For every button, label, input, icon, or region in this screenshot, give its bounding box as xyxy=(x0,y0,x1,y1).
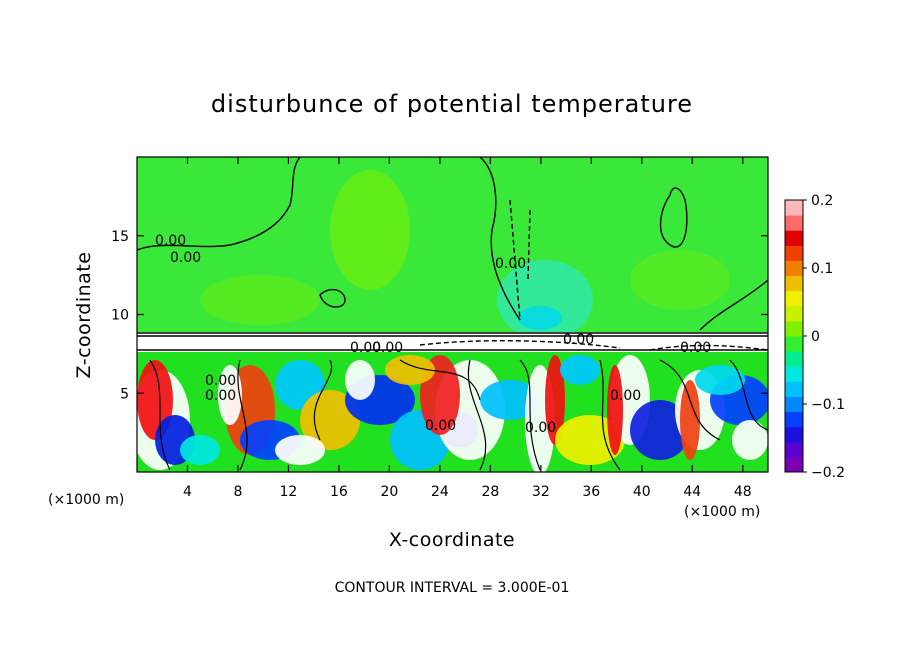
y-axis-label: Z-coordinate xyxy=(73,252,95,379)
contour-label: 0.00 xyxy=(155,233,186,249)
field-blob xyxy=(345,360,375,400)
y-axis: 5 10 15 xyxy=(111,229,768,402)
x-tick-label: 16 xyxy=(330,484,348,500)
contour-label: 0.00 xyxy=(170,250,201,266)
colorbar-swatch xyxy=(785,200,803,216)
cyan-core xyxy=(518,306,562,330)
field-blob xyxy=(555,415,625,465)
contour-lines xyxy=(137,157,768,351)
x-tick-label: 36 xyxy=(582,484,600,500)
lower-contour xyxy=(237,359,248,471)
colorbar-swatch xyxy=(785,260,803,277)
lower-contour xyxy=(467,359,487,471)
colorbar: 0.2 0.1 0 −0.1 −0.2 xyxy=(784,193,845,481)
lower-contour xyxy=(599,359,621,471)
contour-interval-note: CONTOUR INTERVAL = 3.000E-01 xyxy=(335,580,570,596)
field-blob xyxy=(732,420,768,460)
colorbar-swatch xyxy=(785,230,803,246)
colorbar-swatch xyxy=(785,426,803,443)
contour-label: 0.00 xyxy=(205,373,236,389)
field-blob xyxy=(680,380,700,460)
y-tick-label: 10 xyxy=(111,308,129,324)
colorbar-tick-label: 0.1 xyxy=(811,261,833,277)
colorbar-tick-label: −0.1 xyxy=(811,397,845,413)
y-tick-label: 5 xyxy=(120,386,129,402)
colorbar-swatch xyxy=(785,411,803,428)
upper-layer-field xyxy=(137,157,768,332)
x-unit-label: (×1000 m) xyxy=(48,492,124,508)
colorbar-tick-label: 0.2 xyxy=(811,193,833,209)
colorbar-swatch xyxy=(785,215,803,231)
x-axis-label: X-coordinate xyxy=(389,529,515,551)
contour-label: 0.00 xyxy=(680,340,711,356)
contour-label: 0.00 xyxy=(205,388,236,404)
contour-label: 0.00 xyxy=(425,418,456,434)
field-blob xyxy=(630,400,690,460)
x-tick-label: 28 xyxy=(481,484,499,500)
contour-label: 0.00 xyxy=(563,332,594,348)
x-tick-label: 20 xyxy=(380,484,398,500)
colorbar-swatch xyxy=(785,366,803,382)
colorbar-swatch xyxy=(785,320,803,337)
x-unit-label-right: (×1000 m) xyxy=(684,504,760,520)
light-green-patch xyxy=(330,170,410,290)
contour-label: 0.00 xyxy=(350,340,381,356)
lower-contour xyxy=(519,359,541,471)
x-tick-label: 48 xyxy=(734,484,752,500)
colorbar-swatch xyxy=(785,441,803,458)
colorbar-swatch xyxy=(785,351,803,367)
colorbar-swatch xyxy=(785,305,803,322)
field-blob xyxy=(275,435,325,465)
x-tick-label: 24 xyxy=(431,484,449,500)
x-tick-label: 4 xyxy=(183,484,192,500)
y-tick-label: 15 xyxy=(111,229,129,245)
contour-label: 0.00 xyxy=(495,256,526,272)
contour-labels: 0.000.000.000.000.00 0.000.000.000.000.00… xyxy=(155,233,711,436)
colorbar-tick-label: −0.2 xyxy=(811,465,845,481)
field-blob xyxy=(385,355,435,385)
plot-area xyxy=(137,157,768,472)
x-tick-label: 32 xyxy=(532,484,550,500)
field-blob xyxy=(560,355,600,385)
field-blob xyxy=(300,390,360,450)
colorbar-swatch xyxy=(785,336,803,352)
field-blob xyxy=(218,365,242,425)
light-green-patch xyxy=(200,275,320,325)
contour-label: 0.00 xyxy=(372,340,403,356)
lower-contour xyxy=(149,359,171,471)
x-tick-label: 44 xyxy=(683,484,701,500)
lower-contour xyxy=(659,359,721,441)
x-tick-label: 8 xyxy=(233,484,242,500)
colorbar-swatch xyxy=(785,456,803,473)
field-blob xyxy=(180,435,220,465)
x-axis: 4 8 12 16 20 24 28 32 36 40 44 48 xyxy=(183,157,752,500)
dashed-contours xyxy=(419,199,768,351)
colorbar-swatch xyxy=(785,290,803,307)
colorbar-swatch xyxy=(785,381,803,397)
lower-contour xyxy=(313,359,333,441)
lower-contour xyxy=(399,359,481,401)
field-blob xyxy=(480,380,540,420)
contour-label: 0.00 xyxy=(610,388,641,404)
contour-label: 0.00 xyxy=(525,420,556,436)
colorbar-swatch xyxy=(785,245,803,261)
chart-title: disturbunce of potential temperature xyxy=(211,90,693,118)
field-blob xyxy=(607,365,623,455)
lower-turbulence xyxy=(137,355,768,472)
colorbar-tick-label: 0 xyxy=(811,329,820,345)
x-tick-label: 12 xyxy=(280,484,298,500)
light-green-patch xyxy=(630,250,730,310)
x-tick-label: 40 xyxy=(633,484,651,500)
colorbar-swatch xyxy=(785,396,803,413)
colorbar-swatch xyxy=(785,275,803,292)
lower-contour xyxy=(729,359,768,431)
field-blob xyxy=(545,355,565,445)
field-blob xyxy=(695,365,745,395)
